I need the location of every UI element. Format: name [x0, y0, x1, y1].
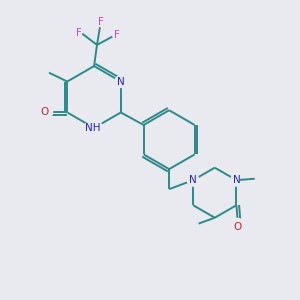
- Circle shape: [232, 218, 244, 230]
- Text: F: F: [98, 17, 103, 27]
- Circle shape: [187, 174, 199, 186]
- Circle shape: [115, 76, 127, 87]
- Text: O: O: [40, 107, 48, 118]
- Text: NH: NH: [85, 123, 100, 133]
- Text: N: N: [189, 175, 197, 185]
- Text: F: F: [76, 28, 81, 38]
- Text: N: N: [117, 76, 125, 86]
- Text: N: N: [232, 175, 240, 185]
- Text: F: F: [114, 31, 120, 40]
- Text: O: O: [234, 222, 242, 232]
- Circle shape: [86, 120, 102, 136]
- Circle shape: [231, 174, 242, 186]
- Circle shape: [41, 106, 52, 118]
